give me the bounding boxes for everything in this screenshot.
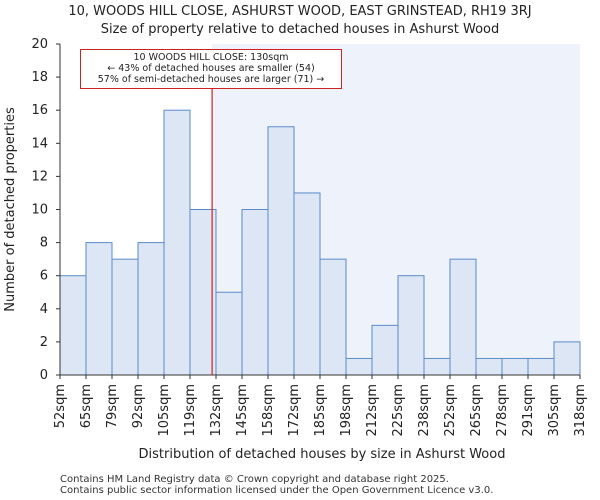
histogram-bar: [85, 242, 113, 376]
x-tick-label: 105sqm: [157, 384, 172, 437]
x-tick-label: 65sqm: [79, 384, 94, 428]
y-tick-label: 0: [40, 368, 48, 383]
y-tick-label: 2: [40, 335, 48, 350]
x-tick-label: 238sqm: [417, 384, 432, 437]
x-tick-label: 92sqm: [131, 384, 146, 428]
histogram-bar: [449, 258, 477, 376]
y-tick-label: 20: [31, 37, 48, 52]
histogram-bar: [163, 109, 191, 376]
x-tick-label: 212sqm: [365, 384, 380, 437]
x-axis-title: Distribution of detached houses by size …: [139, 447, 506, 462]
annotation-line-1: 10 WOODS HILL CLOSE: 130sqm: [133, 52, 289, 63]
x-tick-label: 318sqm: [573, 384, 588, 437]
x-tick-label: 158sqm: [261, 384, 276, 437]
histogram-bar: [397, 275, 425, 376]
histogram-bar: [527, 357, 555, 376]
x-tick-label: 305sqm: [547, 384, 562, 437]
annotation-line-3: 57% of semi-detached houses are larger (…: [97, 74, 325, 85]
histogram-bar: [475, 357, 503, 376]
histogram-bar: [267, 126, 295, 376]
y-tick-label: 6: [40, 269, 48, 284]
histogram-bar: [371, 324, 399, 376]
y-tick-label: 18: [31, 70, 48, 85]
footer-copyright: Contains HM Land Registry data © Crown c…: [60, 474, 449, 485]
x-tick-label: 119sqm: [183, 384, 198, 437]
x-tick-label: 225sqm: [391, 384, 406, 437]
x-tick-label: 291sqm: [521, 384, 536, 437]
x-tick-label: 79sqm: [105, 384, 120, 428]
y-tick-label: 12: [31, 169, 48, 184]
x-tick-label: 265sqm: [469, 384, 484, 437]
histogram-bar: [137, 242, 165, 376]
y-tick-label: 10: [31, 203, 48, 218]
histogram-bar: [293, 192, 321, 376]
histogram-bar: [423, 357, 451, 376]
annotation-line-2: ← 43% of detached houses are smaller (54…: [107, 63, 315, 74]
x-tick-label: 172sqm: [287, 384, 302, 437]
chart-title: 10, WOODS HILL CLOSE, ASHURST WOOD, EAST…: [68, 4, 532, 19]
footer-licence: Contains public sector information licen…: [60, 485, 494, 496]
x-tick-label: 132sqm: [209, 384, 224, 437]
y-tick-label: 16: [31, 103, 48, 118]
histogram-bar: [553, 341, 581, 376]
x-tick-label: 278sqm: [495, 384, 510, 437]
x-tick-label: 52sqm: [53, 384, 68, 428]
chart-subtitle: Size of property relative to detached ho…: [100, 22, 500, 37]
histogram-bar: [241, 209, 269, 376]
histogram-bar: [59, 275, 87, 376]
x-tick-label: 198sqm: [339, 384, 354, 437]
property-annotation: 10 WOODS HILL CLOSE: 130sqm ← 43% of det…: [80, 49, 342, 89]
y-tick-label: 8: [40, 236, 48, 251]
histogram-bar: [501, 357, 529, 376]
y-tick-label: 14: [31, 136, 48, 151]
x-tick-label: 252sqm: [443, 384, 458, 437]
histogram-bar: [215, 291, 243, 376]
y-axis-title: Number of detached properties: [3, 107, 18, 312]
x-tick-label: 185sqm: [313, 384, 328, 437]
y-tick-label: 4: [40, 302, 48, 317]
histogram-bar: [111, 258, 139, 376]
histogram-bar: [345, 357, 373, 376]
histogram-bar: [319, 258, 347, 376]
x-tick-label: 145sqm: [235, 384, 250, 437]
